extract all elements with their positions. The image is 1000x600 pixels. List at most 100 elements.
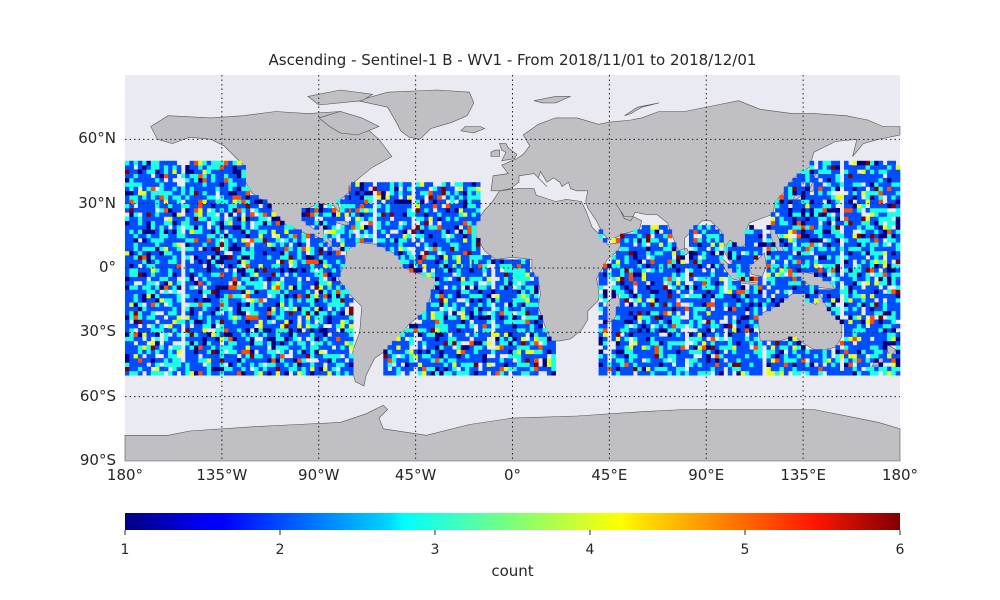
heatmap-cell xyxy=(206,263,212,269)
heatmap-cell xyxy=(447,319,453,325)
heatmap-cell xyxy=(813,293,819,299)
heatmap-cell xyxy=(211,263,216,269)
heatmap-cell xyxy=(142,212,147,217)
heatmap-cell xyxy=(432,246,438,252)
heatmap-cell xyxy=(211,229,216,234)
heatmap-cell xyxy=(792,229,797,234)
heatmap-cell xyxy=(336,315,341,320)
heatmap-cell xyxy=(228,177,233,183)
heatmap-cell xyxy=(437,225,442,230)
heatmap-cell xyxy=(344,238,350,243)
heatmap-cell xyxy=(385,203,391,209)
heatmap-cell xyxy=(745,340,750,346)
heatmap-cell xyxy=(228,362,233,367)
heatmap-cell xyxy=(155,285,160,290)
heatmap-cell xyxy=(310,246,315,252)
heatmap-cell xyxy=(344,315,350,320)
heatmap-cell xyxy=(658,250,664,256)
heatmap-cell xyxy=(757,250,763,256)
heatmap-cell xyxy=(801,238,806,243)
heatmap-cell xyxy=(813,242,819,247)
heatmap-cell xyxy=(275,268,281,273)
heatmap-cell xyxy=(745,366,750,372)
heatmap-cell xyxy=(301,268,307,273)
heatmap-cell xyxy=(241,340,246,346)
heatmap-cell xyxy=(163,332,169,337)
heatmap-cell xyxy=(620,345,625,350)
heatmap-cell xyxy=(602,340,608,346)
heatmap-cell xyxy=(125,353,130,359)
heatmap-cell xyxy=(430,298,436,303)
heatmap-cell xyxy=(327,272,332,277)
heatmap-cell xyxy=(301,345,307,350)
heatmap-cell xyxy=(340,259,345,264)
heatmap-cell xyxy=(503,289,509,294)
heatmap-cell xyxy=(172,216,177,222)
heatmap-cell xyxy=(663,233,668,239)
heatmap-cell xyxy=(671,302,677,307)
heatmap-cell xyxy=(331,259,337,264)
heatmap-cell xyxy=(348,310,354,316)
heatmap-cell xyxy=(736,250,741,256)
heatmap-cell xyxy=(529,366,535,372)
heatmap-cell xyxy=(792,263,797,269)
heatmap-cell xyxy=(727,276,733,282)
heatmap-cell xyxy=(241,280,246,286)
heatmap-cell xyxy=(163,293,169,299)
heatmap-cell xyxy=(305,289,311,294)
heatmap-cell xyxy=(314,285,319,290)
heatmap-cell xyxy=(344,225,350,230)
heatmap-cell xyxy=(344,293,350,299)
heatmap-cell xyxy=(478,276,483,282)
heatmap-cell xyxy=(452,319,457,325)
heatmap-cell xyxy=(801,358,806,363)
heatmap-cell xyxy=(133,285,139,290)
heatmap-cell xyxy=(663,268,668,273)
heatmap-cell xyxy=(415,225,421,230)
heatmap-cell xyxy=(422,328,427,333)
heatmap-cell xyxy=(215,263,220,269)
heatmap-cell xyxy=(813,182,819,187)
heatmap-cell xyxy=(245,285,251,290)
heatmap-cell xyxy=(310,370,315,376)
heatmap-cell xyxy=(422,255,427,260)
heatmap-cell xyxy=(749,255,754,260)
heatmap-cell xyxy=(172,233,177,239)
heatmap-cell xyxy=(430,340,436,346)
heatmap-cell xyxy=(211,298,216,303)
heatmap-cell xyxy=(224,332,229,337)
heatmap-cell xyxy=(331,328,337,333)
heatmap-cell xyxy=(228,173,233,179)
heatmap-cell xyxy=(503,340,509,346)
heatmap-cell xyxy=(521,370,526,376)
heatmap-cell xyxy=(499,332,505,337)
heatmap-cell xyxy=(198,340,203,346)
heatmap-cell xyxy=(689,323,694,329)
heatmap-cell xyxy=(129,362,134,367)
heatmap-cell xyxy=(267,246,272,252)
heatmap-cell xyxy=(211,276,216,282)
heatmap-cell xyxy=(155,315,160,320)
heatmap-cell xyxy=(310,216,315,222)
heatmap-cell xyxy=(624,268,629,273)
heatmap-cell xyxy=(359,233,365,239)
heatmap-cell xyxy=(142,319,147,325)
heatmap-cell xyxy=(271,225,276,230)
heatmap-cell xyxy=(450,190,455,196)
heatmap-cell xyxy=(521,319,526,325)
heatmap-cell xyxy=(693,370,698,376)
heatmap-cell xyxy=(663,263,668,269)
heatmap-cell xyxy=(389,238,395,243)
heatmap-cell xyxy=(456,293,462,299)
heatmap-cell xyxy=(146,195,152,200)
heatmap-cell xyxy=(426,362,431,367)
heatmap-cell xyxy=(792,358,797,363)
heatmap-cell xyxy=(663,229,668,234)
heatmap-cell xyxy=(275,250,281,256)
heatmap-cell xyxy=(241,328,246,333)
heatmap-cell xyxy=(495,272,500,277)
heatmap-cell xyxy=(155,195,160,200)
heatmap-cell xyxy=(163,220,169,226)
heatmap-cell xyxy=(228,195,233,200)
heatmap-cell xyxy=(701,340,707,346)
